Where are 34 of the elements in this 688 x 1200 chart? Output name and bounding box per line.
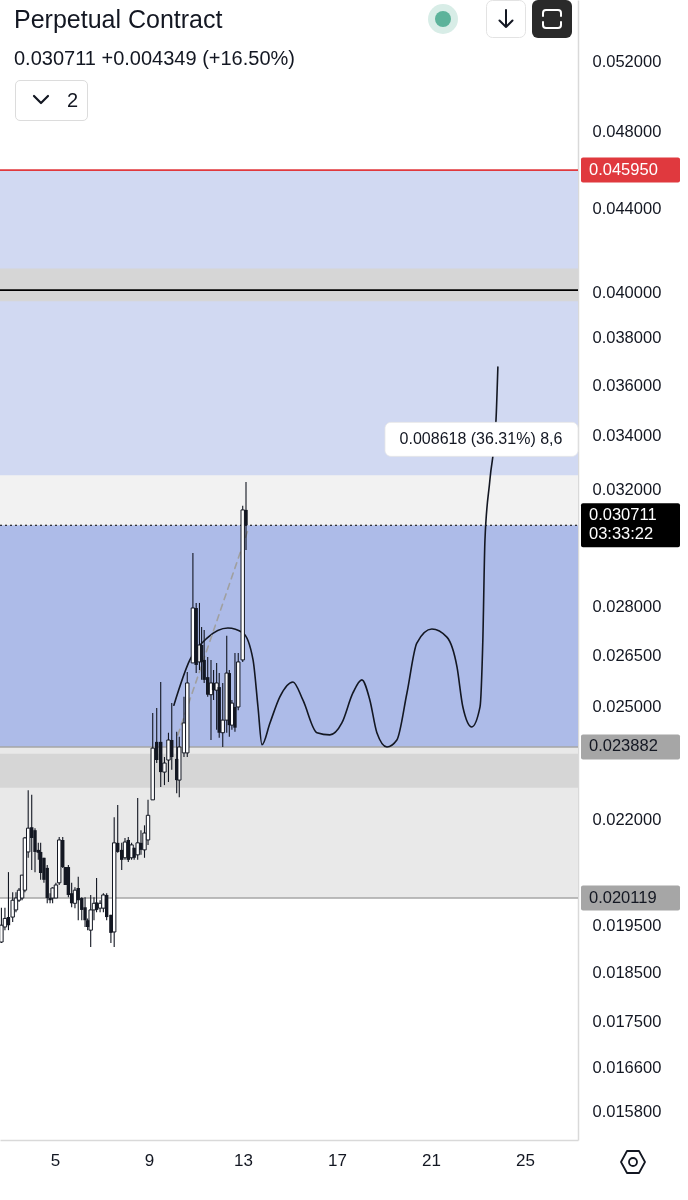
y-tick-label: 0.018500 — [592, 962, 662, 981]
x-tick-label: 5 — [50, 1150, 61, 1170]
annotation: 2 — [67, 89, 79, 111]
x-tick-label: 13 — [233, 1150, 253, 1170]
chart-title: Perpetual Contract — [14, 4, 223, 34]
y-tick-label: 0.016600 — [592, 1058, 662, 1077]
y-tick-label: 0.038000 — [592, 328, 662, 347]
y-tick-label: 0.028000 — [592, 597, 662, 616]
x-tick-label: 21 — [421, 1150, 441, 1170]
candlestick — [30, 794, 34, 871]
y-tick-label: 0.034000 — [592, 426, 662, 445]
ref-line-label: 0.030711 03:33:22 — [589, 505, 657, 543]
y-tick-label: 0.048000 — [592, 122, 662, 141]
ref-line-label: 0.023882 — [589, 736, 658, 755]
y-tick-label: 0.017500 — [592, 1011, 662, 1030]
y-tick-label: 0.026500 — [592, 645, 662, 664]
x-tick-label: 9 — [144, 1150, 155, 1170]
y-tick-label: 0.040000 — [592, 282, 662, 301]
ref-line-label: 0.020119 — [589, 887, 657, 906]
y-tick-label: 0.052000 — [592, 51, 662, 70]
x-tick-label: 17 — [327, 1150, 347, 1170]
text: 0.030711 +0.004349 (+16.50%) — [14, 46, 295, 71]
y-tick-label: 0.019500 — [592, 916, 662, 935]
y-tick-label: 0.044000 — [592, 198, 662, 217]
dropdown-button: 2 — [15, 80, 88, 121]
band-label: 0.008618 (36.31%) 8,6 — [399, 430, 563, 448]
x-tick-label: 25 — [515, 1150, 535, 1170]
y-tick-label: 0.036000 — [592, 375, 662, 394]
candlestick — [139, 829, 143, 856]
y-tick-label: 0.015800 — [592, 1101, 662, 1120]
y-tick-label: 0.022000 — [592, 809, 662, 828]
y-tick-label: 0.032000 — [592, 479, 662, 498]
y-tick-label: 0.025000 — [592, 697, 662, 716]
ref-line-label: 0.045950 — [589, 159, 658, 178]
